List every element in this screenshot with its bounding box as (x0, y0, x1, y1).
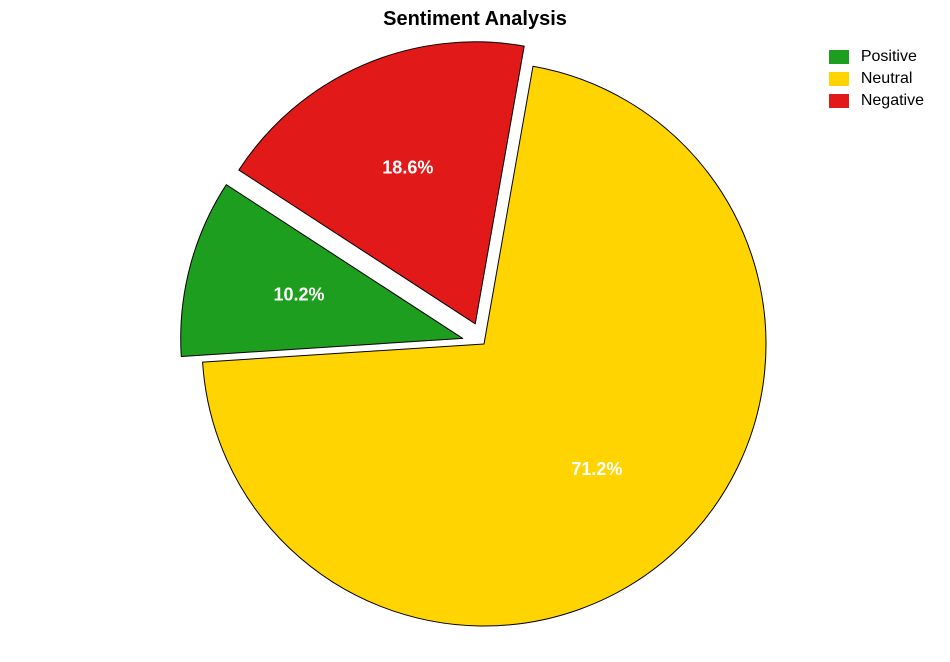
pie-label-negative: 18.6% (382, 157, 433, 177)
legend-label: Negative (861, 92, 924, 110)
legend-item-neutral: Neutral (829, 70, 924, 88)
legend-item-positive: Positive (829, 48, 924, 66)
legend-swatch (829, 94, 849, 108)
legend-label: Neutral (861, 70, 913, 88)
legend: Positive Neutral Negative (829, 48, 924, 114)
pie-chart: 71.2% 10.2% 18.6% (0, 0, 950, 662)
pie-label-positive: 10.2% (274, 284, 325, 304)
legend-item-negative: Negative (829, 92, 924, 110)
legend-label: Positive (861, 48, 917, 66)
legend-swatch (829, 72, 849, 86)
pie-label-neutral: 71.2% (571, 459, 622, 479)
legend-swatch (829, 50, 849, 64)
chart-container: Sentiment Analysis 71.2%10.2%18.6% Posit… (0, 0, 950, 662)
